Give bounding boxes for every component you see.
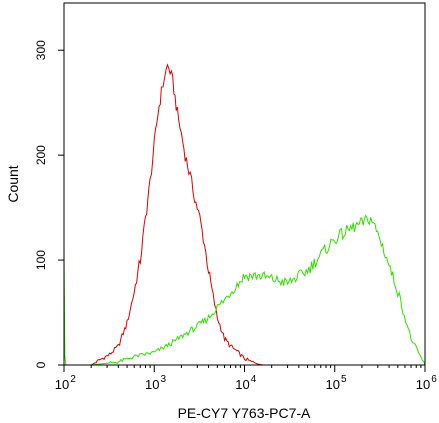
y-axis-label: Count bbox=[5, 165, 21, 202]
x-tick-label-exponent: 5 bbox=[341, 374, 347, 385]
series-1-line bbox=[63, 214, 426, 366]
x-tick-label-exponent: 6 bbox=[431, 374, 437, 385]
y-tick-label: 200 bbox=[34, 145, 48, 165]
y-tick-label: 300 bbox=[34, 40, 48, 60]
x-tick-label-exponent: 4 bbox=[251, 374, 257, 385]
x-tick-label-base: 10 bbox=[326, 377, 340, 392]
y-tick-label: 100 bbox=[34, 250, 48, 270]
y-tick-label: 0 bbox=[34, 361, 48, 368]
x-tick-label-base: 10 bbox=[145, 377, 159, 392]
x-tick-label-exponent: 2 bbox=[70, 374, 76, 385]
series-0-line bbox=[90, 63, 264, 366]
x-tick-label-base: 10 bbox=[235, 377, 249, 392]
plot-frame bbox=[63, 2, 426, 366]
x-tick-label-base: 10 bbox=[416, 377, 430, 392]
x-tick-label-base: 10 bbox=[55, 377, 69, 392]
series-layer bbox=[63, 63, 426, 366]
x-tick-label-exponent: 3 bbox=[160, 374, 166, 385]
x-axis-label: PE-CY7 Y763-PC7-A bbox=[178, 405, 311, 421]
